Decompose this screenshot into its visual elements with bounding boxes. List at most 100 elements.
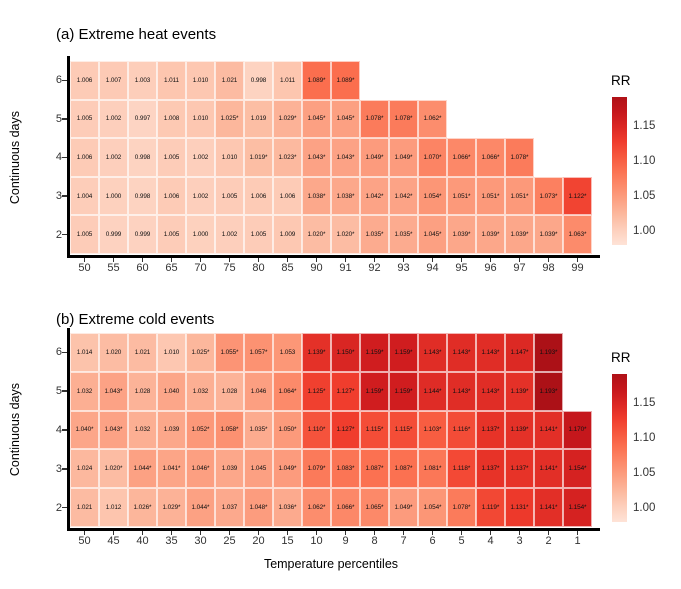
- heatmap-cell-day4-p96: 1.066*: [476, 138, 505, 177]
- y-tick-mark: [62, 156, 67, 159]
- heatmap-cell-day3-p8: 1.087*: [360, 449, 389, 489]
- x-tick-mark: [373, 257, 376, 262]
- x-tick-mark: [315, 257, 318, 262]
- heatmap-cell-day3-p90: 1.038*: [302, 176, 331, 216]
- heatmap-cell-day4-p94: 1.070*: [418, 138, 447, 177]
- x-tick-mark: [344, 257, 347, 262]
- heatmap-cell-day6-p50: 1.014: [70, 333, 99, 372]
- heatmap-cell-day4-p35: 1.039: [157, 410, 186, 450]
- x-tick-mark: [489, 257, 492, 262]
- heatmap-cell-day4-p8: 1.115*: [360, 410, 389, 450]
- heatmap-cell-empty: [563, 138, 592, 177]
- heatmap-cell-empty: [476, 61, 505, 100]
- heatmap-cell-day5-p50: 1.032: [70, 371, 99, 411]
- heatmap-cell-day2-p7: 1.049*: [389, 488, 418, 527]
- y-tick-label: 5: [55, 112, 62, 125]
- heatmap-cell-day6-p25: 1.055*: [215, 333, 244, 372]
- heatmap-cell-day6-p6: 1.143*: [418, 333, 447, 372]
- heatmap-cell-day5-p25: 1.028: [215, 371, 244, 411]
- heatmap-cell-day6-p9: 1.150*: [331, 333, 360, 372]
- heatmap-cell-day2-p99: 1.063*: [563, 215, 592, 254]
- heatmap-cell-day5-p8: 1.159*: [360, 371, 389, 411]
- heatmap-cell-day3-p96: 1.051*: [476, 176, 505, 216]
- heatmap-cell-day5-p50: 1.005: [70, 99, 99, 139]
- heatmap-cell-day3-p9: 1.083*: [331, 449, 360, 489]
- y-tick-mark: [62, 390, 67, 392]
- panel-a-title: (a) Extreme heat events: [56, 26, 217, 43]
- heatmap-cell-day5-p92: 1.078*: [360, 99, 389, 139]
- x-tick-label: 50: [78, 535, 91, 547]
- heatmap-cell-day3-p30: 1.046*: [186, 449, 215, 489]
- heatmap-cell-day5-p10: 1.125*: [302, 371, 331, 411]
- heatmap-cell-day6-p91: 1.089*: [331, 61, 360, 100]
- heatmap-cell-day5-p2: 1.193*: [534, 371, 563, 411]
- heatmap-cell-day2-p1: 1.154*: [563, 488, 592, 527]
- x-tick-label: 85: [281, 262, 294, 274]
- heatmap-cell-day4-p65: 1.005: [157, 138, 186, 177]
- heatmap-cell-day3-p10: 1.079*: [302, 449, 331, 489]
- heatmap-cell-day6-p35: 1.010: [157, 333, 186, 372]
- x-tick-mark: [112, 530, 115, 535]
- heatmap-cell-empty: [563, 372, 592, 411]
- x-tick-label: 4: [487, 535, 494, 547]
- heatmap-cell-empty: [505, 61, 534, 100]
- x-tick-mark: [315, 530, 318, 535]
- heatmap-cell-day3-p6: 1.081*: [418, 449, 447, 489]
- x-tick-label: 91: [339, 262, 352, 274]
- heatmap-cell-day6-p8: 1.159*: [360, 333, 389, 372]
- x-tick-label: 99: [571, 262, 584, 274]
- colorbar-tick-label: 1.05: [633, 466, 656, 479]
- heatmap-cell-day2-p94: 1.045*: [418, 215, 447, 254]
- heatmap-cell-day4-p95: 1.066*: [447, 138, 476, 177]
- heatmap-cell-day5-p91: 1.045*: [331, 99, 360, 139]
- heatmap-cell-day3-p40: 1.044*: [128, 449, 157, 489]
- heatmap-cell-empty: [476, 100, 505, 139]
- x-tick-mark: [518, 257, 521, 262]
- heatmap-cell-day4-p5: 1.116*: [447, 410, 476, 450]
- colorbar-title: RR: [611, 350, 631, 365]
- heatmap-cell-day5-p65: 1.008: [157, 99, 186, 139]
- y-axis-line: [67, 56, 70, 257]
- heatmap-cell-day2-p60: 0.999: [128, 215, 157, 254]
- heatmap-cell-empty: [534, 100, 563, 139]
- heatmap-cell-day2-p15: 1.036*: [273, 488, 302, 527]
- colorbar-tick-label: 1.00: [633, 224, 656, 237]
- colorbar-tick-label: 1.15: [633, 119, 656, 132]
- x-tick-label: 75: [223, 262, 236, 274]
- x-axis-line: [67, 528, 600, 531]
- heatmap-cell-day5-p80: 1.019: [244, 99, 273, 139]
- x-tick-label: 40: [136, 535, 149, 547]
- heatmap-cell-day4-p15: 1.050*: [273, 410, 302, 450]
- x-tick-label: 3: [516, 535, 523, 547]
- heatmap-cell-day3-p98: 1.073*: [534, 176, 563, 216]
- colorbar-tick-label: 1.05: [633, 189, 656, 202]
- heatmap-cell-day4-p60: 0.998: [128, 138, 157, 177]
- y-tick-label: 2: [55, 228, 62, 241]
- x-tick-label: 8: [371, 535, 378, 547]
- heatmap-cell-day2-p96: 1.039*: [476, 215, 505, 254]
- heatmap-cell-day6-p4: 1.143*: [476, 333, 505, 372]
- x-tick-label: 45: [107, 535, 120, 547]
- heatmap-cell-day5-p55: 1.002: [99, 99, 128, 139]
- heatmap-cell-day3-p35: 1.041*: [157, 449, 186, 489]
- heatmap-cell-day3-p95: 1.051*: [447, 176, 476, 216]
- x-tick-label: 9: [342, 535, 349, 547]
- x-tick-label: 5: [458, 535, 465, 547]
- heatmap-cell-day2-p10: 1.062*: [302, 488, 331, 527]
- heatmap-cell-day4-p75: 1.010: [215, 138, 244, 177]
- heatmap-cell-day4-p90: 1.043*: [302, 138, 331, 177]
- x-tick-mark: [547, 530, 550, 535]
- heatmap-cell-day6-p40: 1.021: [128, 333, 157, 372]
- heatmap-cell-day3-p97: 1.051*: [505, 176, 534, 216]
- x-tick-mark: [402, 530, 405, 535]
- x-tick-mark: [286, 530, 289, 535]
- heatmap-cell-day5-p6: 1.144*: [418, 371, 447, 411]
- x-tick-mark: [460, 530, 463, 535]
- x-tick-label: 6: [429, 535, 436, 547]
- x-tick-mark: [228, 257, 231, 262]
- x-tick-label: 50: [78, 262, 91, 274]
- colorbar-gradient: [612, 374, 627, 522]
- heatmap-cell-day5-p30: 1.032: [186, 371, 215, 411]
- x-tick-mark: [112, 257, 115, 262]
- heatmap-cell-day3-p2: 1.141*: [534, 449, 563, 489]
